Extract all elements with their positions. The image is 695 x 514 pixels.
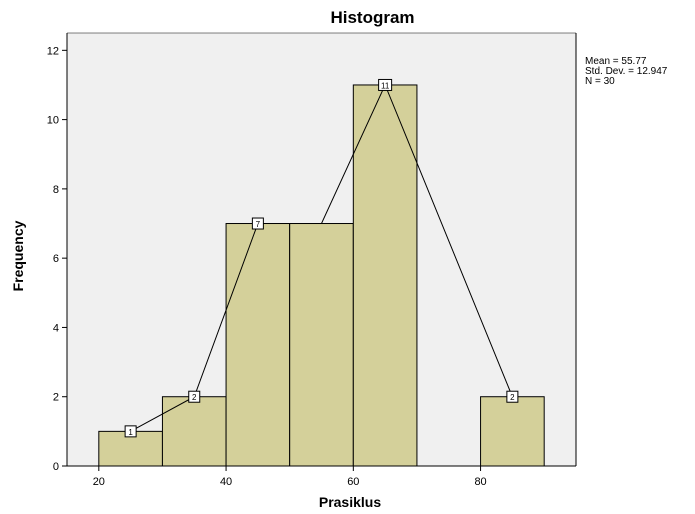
data-label-box-4 <box>378 78 393 91</box>
y-tick-label-3: 6 <box>53 253 59 265</box>
y-axis-title: Frequency <box>10 220 26 292</box>
stats-box: Mean = 55.77 Std. Dev. = 12.947 N = 30 <box>585 57 667 87</box>
data-label-0: 1 <box>128 428 133 437</box>
data-label-5: 2 <box>510 393 515 402</box>
data-label-2: 7 <box>256 220 261 229</box>
x-axis-title: Prasiklus <box>318 494 382 510</box>
x-tick-label-3: 80 <box>474 476 486 488</box>
data-label-4: 11 <box>381 81 390 90</box>
stats-mean: Mean = 55.77 <box>585 56 647 67</box>
data-label-1: 2 <box>192 393 197 402</box>
histogram-bar-4 <box>352 84 418 467</box>
histogram-bar-2 <box>225 223 291 467</box>
chart-title: Histogram <box>330 8 415 27</box>
y-tick-label-0: 0 <box>53 461 59 473</box>
y-tick-label-1: 2 <box>53 392 59 404</box>
frequency-polygon-line <box>130 83 513 432</box>
histogram-bar-3 <box>289 223 354 467</box>
data-label-box-1 <box>188 390 201 403</box>
y-tick-label-4: 8 <box>53 184 59 196</box>
histogram-bar-1 <box>161 396 227 467</box>
histogram-bar-6 <box>480 396 545 467</box>
data-label-box-0 <box>124 425 137 438</box>
x-tick-label-0: 20 <box>93 476 105 488</box>
x-tick-label-2: 60 <box>347 476 359 488</box>
stats-n: N = 30 <box>585 76 615 87</box>
y-tick-label-6: 12 <box>47 45 59 57</box>
y-tick-label-5: 10 <box>47 115 59 127</box>
x-tick-label-1: 40 <box>220 476 232 488</box>
y-tick-label-2: 4 <box>53 322 59 334</box>
data-label-box-2 <box>251 217 264 230</box>
stats-std-dev: Std. Dev. = 12.947 <box>585 66 668 77</box>
data-label-box-5 <box>506 390 519 403</box>
